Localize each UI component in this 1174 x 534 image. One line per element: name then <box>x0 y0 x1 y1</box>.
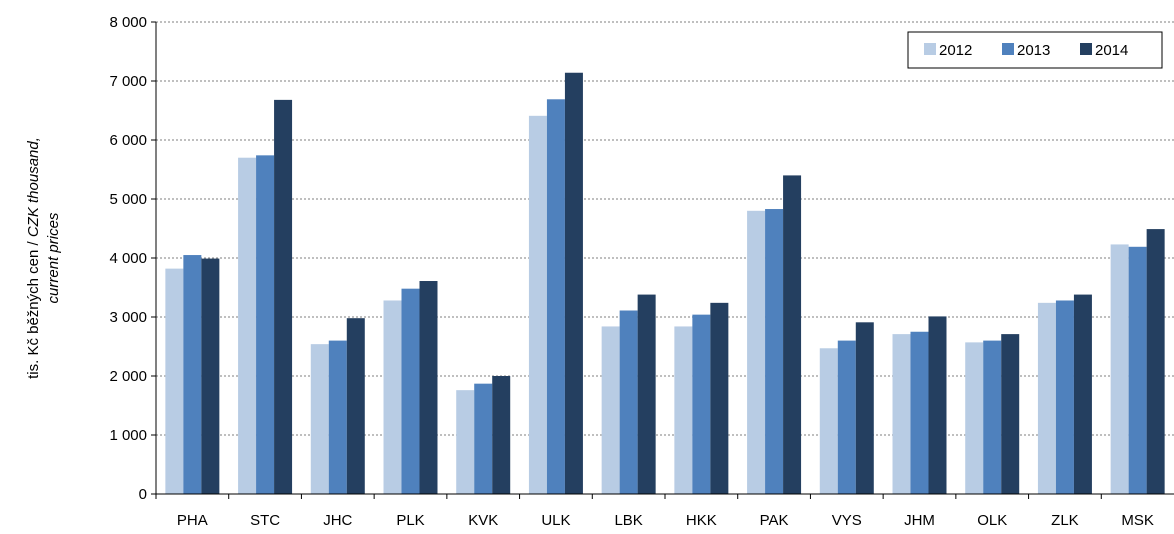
bars <box>165 72 1165 495</box>
bar-lbk-2012 <box>601 326 620 494</box>
bar-stc-2012 <box>238 157 257 494</box>
y-tick-labels: 0 1 000 2 000 3 000 4 000 5 000 6 000 7 000 8 00… <box>109 14 156 503</box>
bar-pha-2014 <box>201 258 220 494</box>
y-tick-label: 8 000 <box>109 14 147 31</box>
bar-plk-2013 <box>401 288 420 494</box>
bar-hkk-2014 <box>710 302 729 494</box>
bar-jhc-2014 <box>346 318 365 494</box>
legend-swatch-2013 <box>1002 43 1014 55</box>
legend-label-2013: 2013 <box>1017 42 1050 59</box>
x-tick-labels: PHA STC JHC PLK KVK ULK LBK HKK PAK VYS JHM OLK ZLK M… <box>155 494 1154 529</box>
bar-olk-2012 <box>965 342 984 494</box>
y-axis-title: tis. Kč běžných cen / CZK thousand, curr… <box>25 137 62 379</box>
x-tick-label: JHM <box>904 512 935 529</box>
bar-lbk-2014 <box>637 294 656 494</box>
legend-label-2012: 2012 <box>939 42 972 59</box>
bar-olk-2013 <box>983 340 1002 494</box>
y-axis-title-main: tis. Kč běžných cen / <box>25 237 42 379</box>
x-tick-label: HKK <box>686 512 717 529</box>
bar-vys-2012 <box>819 348 838 494</box>
bar-jhc-2012 <box>310 344 329 494</box>
bar-kvk-2014 <box>492 376 511 494</box>
bar-olk-2014 <box>1001 334 1020 494</box>
bar-pak-2013 <box>765 209 784 494</box>
bar-kvk-2012 <box>456 390 475 494</box>
legend-swatch-2012 <box>924 43 936 55</box>
bar-zlk-2013 <box>1055 300 1074 494</box>
y-tick-label: 7 000 <box>109 73 147 90</box>
svg-text:tis. Kč běžných cen / CZK thou: tis. Kč běžných cen / CZK thousand, <box>25 137 42 379</box>
bar-pak-2014 <box>783 175 802 494</box>
bar-jhc-2013 <box>328 340 347 494</box>
bar-zlk-2014 <box>1073 294 1092 494</box>
bar-ulk-2014 <box>564 72 583 495</box>
bar-msk-2014 <box>1146 229 1165 494</box>
y-tick-label: 6 000 <box>109 132 147 149</box>
bar-zlk-2012 <box>1037 302 1056 494</box>
x-tick-label: ZLK <box>1051 512 1079 529</box>
bar-pak-2012 <box>747 210 766 495</box>
x-tick-label: ULK <box>541 512 570 529</box>
y-tick-label: 2 000 <box>109 368 147 385</box>
bar-msk-2012 <box>1110 244 1129 494</box>
x-tick-label: KVK <box>468 512 498 529</box>
bar-pha-2012 <box>165 268 184 494</box>
legend-swatch-2014 <box>1080 43 1092 55</box>
bar-jhm-2014 <box>928 316 947 494</box>
x-tick-label: PAK <box>760 512 789 529</box>
bar-hkk-2012 <box>674 326 693 494</box>
legend-box <box>907 31 1163 69</box>
bar-stc-2013 <box>256 155 275 494</box>
bar-jhm-2012 <box>892 334 911 494</box>
bar-kvk-2013 <box>474 383 493 494</box>
x-tick-label: VYS <box>832 512 862 529</box>
y-tick-label: 5 000 <box>109 191 147 208</box>
bar-pha-2013 <box>183 255 202 494</box>
x-tick-label: JHC <box>323 512 352 529</box>
y-tick-label: 0 <box>139 486 147 503</box>
legend: 2012 2013 2014 <box>907 31 1163 69</box>
bar-jhm-2013 <box>910 331 929 494</box>
bar-lbk-2013 <box>619 310 638 494</box>
y-axis-title-line2: current prices <box>45 212 62 303</box>
bar-ulk-2013 <box>546 99 565 494</box>
bar-ulk-2012 <box>528 115 547 494</box>
legend-label-2014: 2014 <box>1095 42 1128 59</box>
bar-plk-2012 <box>383 300 402 494</box>
bar-msk-2013 <box>1128 246 1147 494</box>
y-axis-title-italic-1: CZK thousand, <box>25 137 42 237</box>
x-tick-label: OLK <box>977 512 1007 529</box>
bar-plk-2014 <box>419 281 438 494</box>
x-tick-label: LBK <box>614 512 642 529</box>
bar-vys-2014 <box>855 322 874 494</box>
x-tick-label: STC <box>250 512 280 529</box>
bar-vys-2013 <box>837 340 856 494</box>
y-tick-label: 1 000 <box>109 427 147 444</box>
y-tick-label: 4 000 <box>109 250 147 267</box>
x-tick-label: MSK <box>1121 512 1154 529</box>
gridlines <box>156 21 1174 436</box>
y-tick-label: 3 000 <box>109 309 147 326</box>
bar-stc-2014 <box>274 99 293 494</box>
x-tick-label: PLK <box>396 512 424 529</box>
x-tick-label: PHA <box>177 512 208 529</box>
bar-hkk-2013 <box>692 314 711 494</box>
